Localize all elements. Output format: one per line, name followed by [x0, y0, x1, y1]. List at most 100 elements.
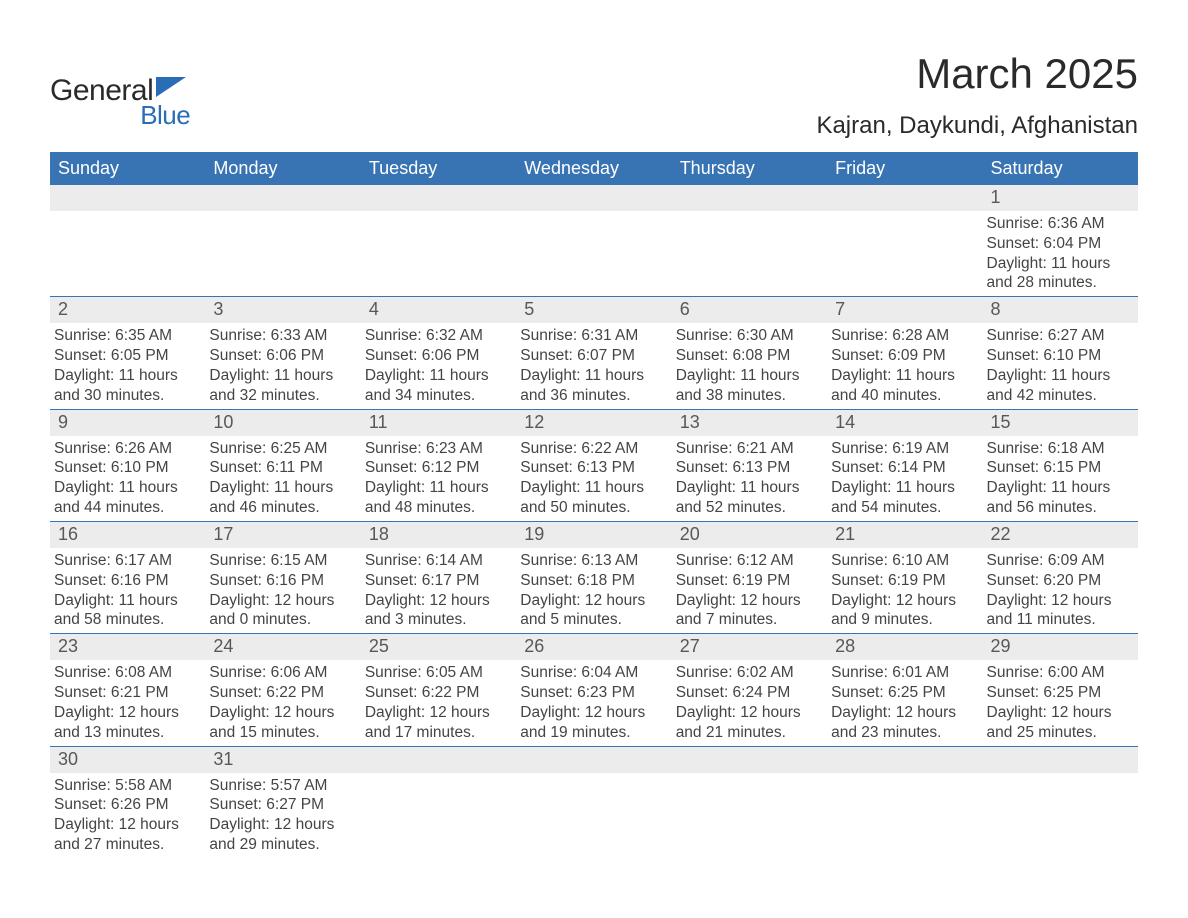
day-number	[827, 185, 982, 211]
calendar-cell	[516, 747, 671, 858]
day-day2: and 13 minutes.	[54, 723, 205, 743]
day-sunrise: Sunrise: 6:01 AM	[831, 663, 982, 683]
day-sunrise: Sunrise: 6:23 AM	[365, 439, 516, 459]
day-number: 5	[516, 297, 671, 323]
day-data: Sunrise: 6:09 AMSunset: 6:20 PMDaylight:…	[983, 548, 1138, 633]
day-day2: and 56 minutes.	[987, 498, 1138, 518]
day-data: Sunrise: 6:26 AMSunset: 6:10 PMDaylight:…	[50, 436, 205, 521]
day-day2: and 36 minutes.	[520, 386, 671, 406]
day-day1: Daylight: 12 hours	[520, 591, 671, 611]
day-sunrise: Sunrise: 6:32 AM	[365, 326, 516, 346]
day-sunset: Sunset: 6:17 PM	[365, 571, 516, 591]
calendar-cell: 30Sunrise: 5:58 AMSunset: 6:26 PMDayligh…	[50, 747, 205, 858]
day-number	[983, 747, 1138, 773]
day-day1: Daylight: 12 hours	[54, 815, 205, 835]
day-sunrise: Sunrise: 6:08 AM	[54, 663, 205, 683]
day-number: 11	[361, 410, 516, 436]
calendar-cell	[672, 185, 827, 296]
calendar-cell: 13Sunrise: 6:21 AMSunset: 6:13 PMDayligh…	[672, 410, 827, 521]
day-day1: Daylight: 12 hours	[209, 815, 360, 835]
day-number	[361, 185, 516, 211]
calendar-body: 1Sunrise: 6:36 AMSunset: 6:04 PMDaylight…	[50, 185, 1138, 858]
day-number	[672, 185, 827, 211]
day-sunset: Sunset: 6:06 PM	[365, 346, 516, 366]
day-data: Sunrise: 6:01 AMSunset: 6:25 PMDaylight:…	[827, 660, 982, 745]
day-sunset: Sunset: 6:27 PM	[209, 795, 360, 815]
calendar-cell: 3Sunrise: 6:33 AMSunset: 6:06 PMDaylight…	[205, 297, 360, 408]
calendar-week-row: 2Sunrise: 6:35 AMSunset: 6:05 PMDaylight…	[50, 297, 1138, 409]
day-number: 6	[672, 297, 827, 323]
calendar-cell: 31Sunrise: 5:57 AMSunset: 6:27 PMDayligh…	[205, 747, 360, 858]
day-day1: Daylight: 11 hours	[987, 254, 1138, 274]
calendar-cell: 19Sunrise: 6:13 AMSunset: 6:18 PMDayligh…	[516, 522, 671, 633]
day-sunrise: Sunrise: 5:58 AM	[54, 776, 205, 796]
day-number: 16	[50, 522, 205, 548]
calendar-header-row: SundayMondayTuesdayWednesdayThursdayFrid…	[50, 152, 1138, 185]
weekday-header: Saturday	[983, 152, 1138, 185]
day-day1: Daylight: 11 hours	[520, 366, 671, 386]
day-sunset: Sunset: 6:25 PM	[831, 683, 982, 703]
day-day1: Daylight: 11 hours	[54, 366, 205, 386]
day-data: Sunrise: 6:32 AMSunset: 6:06 PMDaylight:…	[361, 323, 516, 408]
day-number: 31	[205, 747, 360, 773]
calendar-cell: 27Sunrise: 6:02 AMSunset: 6:24 PMDayligh…	[672, 634, 827, 745]
day-sunset: Sunset: 6:19 PM	[676, 571, 827, 591]
day-sunrise: Sunrise: 6:28 AM	[831, 326, 982, 346]
day-sunset: Sunset: 6:09 PM	[831, 346, 982, 366]
weekday-header: Tuesday	[361, 152, 516, 185]
calendar-week-row: 23Sunrise: 6:08 AMSunset: 6:21 PMDayligh…	[50, 634, 1138, 746]
weekday-header: Monday	[205, 152, 360, 185]
day-day2: and 3 minutes.	[365, 610, 516, 630]
day-data: Sunrise: 6:17 AMSunset: 6:16 PMDaylight:…	[50, 548, 205, 633]
day-day2: and 38 minutes.	[676, 386, 827, 406]
calendar-cell: 18Sunrise: 6:14 AMSunset: 6:17 PMDayligh…	[361, 522, 516, 633]
day-day1: Daylight: 12 hours	[209, 703, 360, 723]
day-number: 7	[827, 297, 982, 323]
day-data: Sunrise: 6:14 AMSunset: 6:17 PMDaylight:…	[361, 548, 516, 633]
day-data: Sunrise: 5:58 AMSunset: 6:26 PMDaylight:…	[50, 773, 205, 858]
day-sunset: Sunset: 6:21 PM	[54, 683, 205, 703]
calendar-cell: 26Sunrise: 6:04 AMSunset: 6:23 PMDayligh…	[516, 634, 671, 745]
day-data	[827, 211, 982, 291]
day-day2: and 7 minutes.	[676, 610, 827, 630]
day-day2: and 46 minutes.	[209, 498, 360, 518]
calendar-cell: 17Sunrise: 6:15 AMSunset: 6:16 PMDayligh…	[205, 522, 360, 633]
day-number: 30	[50, 747, 205, 773]
day-day2: and 27 minutes.	[54, 835, 205, 855]
day-sunset: Sunset: 6:26 PM	[54, 795, 205, 815]
day-day2: and 48 minutes.	[365, 498, 516, 518]
day-number: 26	[516, 634, 671, 660]
day-data: Sunrise: 6:22 AMSunset: 6:13 PMDaylight:…	[516, 436, 671, 521]
day-day2: and 29 minutes.	[209, 835, 360, 855]
day-data	[205, 211, 360, 291]
day-sunrise: Sunrise: 6:36 AM	[987, 214, 1138, 234]
day-data: Sunrise: 6:25 AMSunset: 6:11 PMDaylight:…	[205, 436, 360, 521]
calendar-cell: 8Sunrise: 6:27 AMSunset: 6:10 PMDaylight…	[983, 297, 1138, 408]
day-data: Sunrise: 6:15 AMSunset: 6:16 PMDaylight:…	[205, 548, 360, 633]
day-data	[516, 773, 671, 853]
day-number	[361, 747, 516, 773]
day-data: Sunrise: 6:30 AMSunset: 6:08 PMDaylight:…	[672, 323, 827, 408]
calendar-cell	[361, 185, 516, 296]
calendar-cell: 6Sunrise: 6:30 AMSunset: 6:08 PMDaylight…	[672, 297, 827, 408]
calendar-cell: 4Sunrise: 6:32 AMSunset: 6:06 PMDaylight…	[361, 297, 516, 408]
day-number: 12	[516, 410, 671, 436]
day-day1: Daylight: 12 hours	[209, 591, 360, 611]
day-number: 21	[827, 522, 982, 548]
location-subtitle: Kajran, Daykundi, Afghanistan	[816, 112, 1138, 140]
day-day1: Daylight: 11 hours	[54, 478, 205, 498]
calendar-cell: 29Sunrise: 6:00 AMSunset: 6:25 PMDayligh…	[983, 634, 1138, 745]
day-sunrise: Sunrise: 6:25 AM	[209, 439, 360, 459]
day-day1: Daylight: 12 hours	[831, 591, 982, 611]
calendar-cell: 11Sunrise: 6:23 AMSunset: 6:12 PMDayligh…	[361, 410, 516, 521]
day-sunrise: Sunrise: 6:05 AM	[365, 663, 516, 683]
day-data	[672, 211, 827, 291]
day-sunrise: Sunrise: 6:09 AM	[987, 551, 1138, 571]
day-day1: Daylight: 12 hours	[676, 591, 827, 611]
day-sunset: Sunset: 6:13 PM	[676, 458, 827, 478]
calendar-cell: 15Sunrise: 6:18 AMSunset: 6:15 PMDayligh…	[983, 410, 1138, 521]
day-data	[672, 773, 827, 853]
day-day2: and 25 minutes.	[987, 723, 1138, 743]
day-day1: Daylight: 12 hours	[987, 591, 1138, 611]
day-number: 19	[516, 522, 671, 548]
